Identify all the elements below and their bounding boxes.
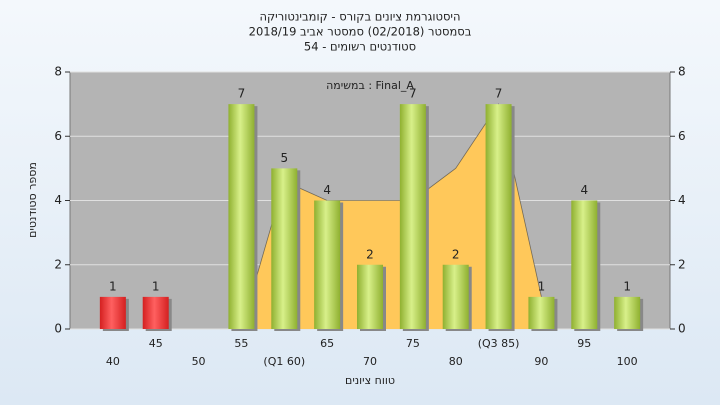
y2-tick-label: 0 (678, 322, 686, 336)
x-tick-label: 65 (320, 337, 334, 350)
bar (99, 296, 126, 329)
bar (528, 296, 555, 329)
x-tick-label: 80 (449, 355, 463, 368)
data-label: 5 (280, 151, 288, 165)
bar (485, 104, 512, 329)
y-tick-label: 8 (54, 65, 62, 79)
data-label: 2 (366, 247, 374, 261)
data-label: 2 (452, 247, 460, 261)
bar (314, 200, 341, 329)
bar (614, 296, 641, 329)
y-tick-label: 2 (54, 257, 62, 271)
x-tick-label: 50 (192, 355, 206, 368)
y2-tick-label: 6 (678, 129, 686, 143)
x-tick-label: (Q1 60) (263, 355, 305, 368)
x-tick-label: 70 (363, 355, 377, 368)
bar (357, 264, 383, 329)
data-label: 1 (109, 279, 117, 293)
title-line: בסמסטר (02/2018) סמסטר אביב 2018/19 (249, 25, 472, 39)
legend-entry: Final_A : במשימה (326, 79, 414, 92)
bar (228, 104, 255, 329)
x-tick-label: 90 (534, 355, 548, 368)
y-tick-label: 4 (54, 193, 62, 207)
y2-tick-label: 4 (678, 193, 686, 207)
y-tick-label: 6 (54, 129, 62, 143)
data-label: 4 (580, 183, 588, 197)
y-tick-label: 0 (54, 322, 62, 336)
data-label: 7 (495, 87, 503, 101)
y2-tick-label: 8 (678, 65, 686, 79)
x-tick-label: 55 (234, 337, 248, 350)
data-label: 1 (152, 279, 160, 293)
y2-tick-label: 2 (678, 257, 686, 271)
y-axis-label: מספר סטודנטים (26, 162, 39, 238)
bar (399, 104, 426, 329)
bar (571, 200, 598, 329)
x-tick-label: 95 (577, 337, 591, 350)
bar (271, 168, 298, 329)
data-label: 7 (238, 87, 246, 101)
data-label: 1 (538, 279, 546, 293)
x-tick-label: 100 (617, 355, 638, 368)
x-axis-label: טווח ציונים (345, 374, 395, 387)
x-tick-label: (Q3 85) (478, 337, 520, 350)
title-line: סטודנטים רשומים - 54 (304, 40, 416, 54)
title-line: היסטוגרמת ציונים בקורס - קומבינטוריקה (260, 10, 461, 24)
x-tick-label: 40 (106, 355, 120, 368)
x-tick-label: 45 (149, 337, 163, 350)
x-tick-label: 75 (406, 337, 420, 350)
data-label: 1 (623, 279, 631, 293)
bar (142, 296, 169, 329)
bar (442, 264, 469, 329)
data-label: 4 (323, 183, 331, 197)
data-label: 7 (409, 87, 417, 101)
